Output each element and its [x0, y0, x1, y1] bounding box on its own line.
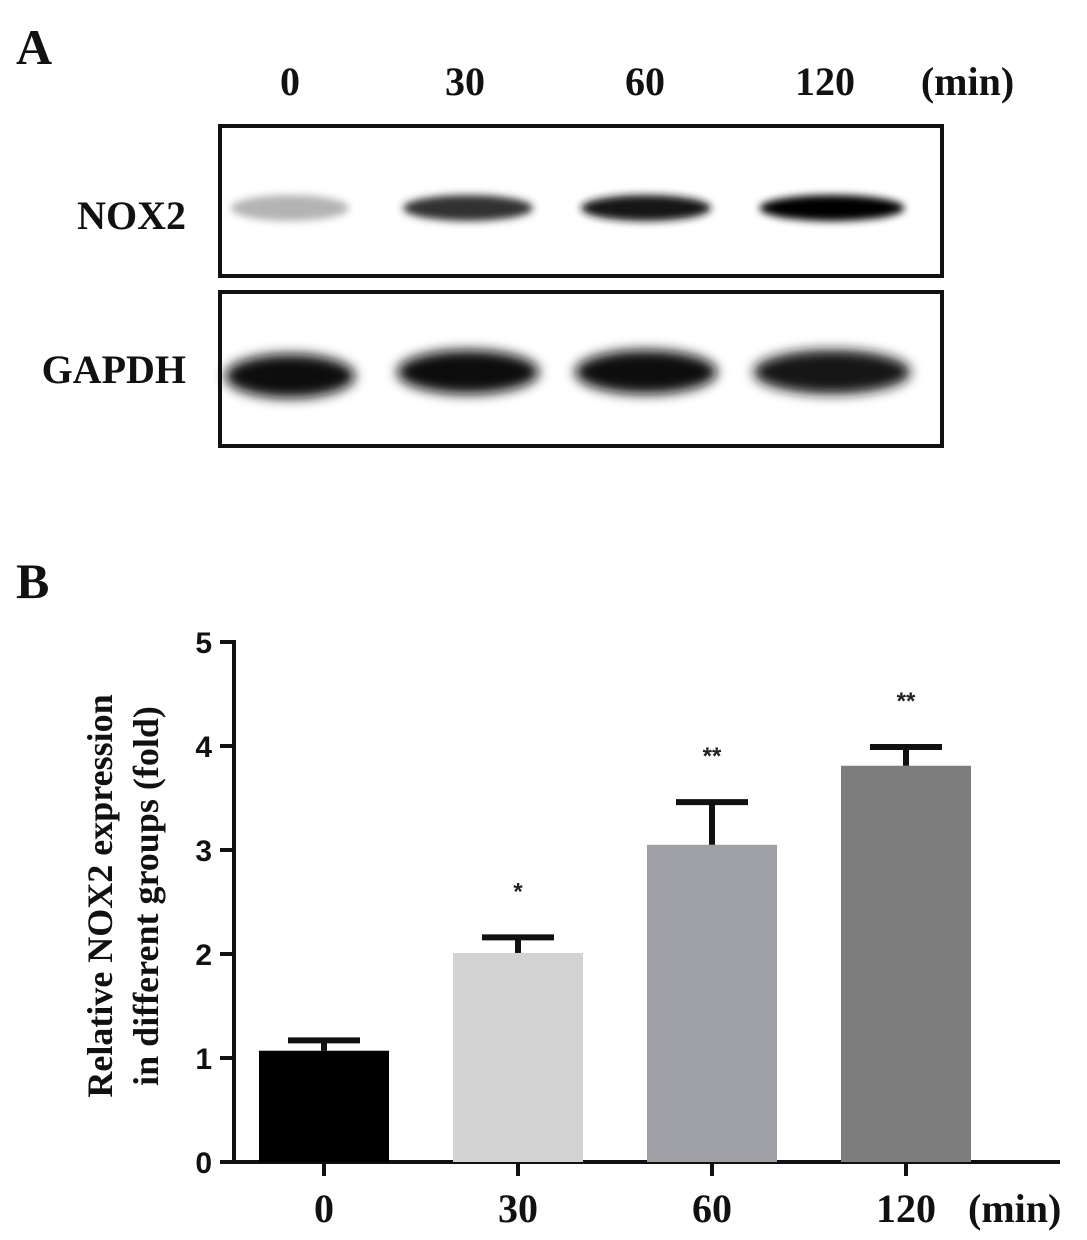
- x-tick-label: 0: [314, 1186, 334, 1231]
- y-tick-label: 2: [195, 939, 212, 972]
- bar: [841, 765, 971, 1162]
- y-tick-label: 4: [195, 731, 212, 764]
- gapdh-band-lane-2: [397, 350, 539, 394]
- lane-label-60: 60: [625, 59, 665, 104]
- significance-label: *: [513, 878, 523, 905]
- gapdh-band-lane-4: [753, 350, 911, 394]
- y-axis-label-line1: Relative NOX2 expression: [80, 694, 120, 1097]
- panel-b-letter: B: [16, 553, 50, 609]
- x-tick-label: 120: [876, 1186, 936, 1231]
- gapdh-band-lane-3: [575, 350, 717, 394]
- bar: [453, 952, 583, 1162]
- y-tick-label: 1: [195, 1043, 212, 1076]
- x-tick-label: 30: [498, 1186, 538, 1231]
- lane-unit-label: (min): [920, 59, 1015, 104]
- nox2-band-lane-3: [581, 195, 711, 221]
- y-axis-label-line2: in different groups (fold): [126, 706, 166, 1086]
- lane-label-120: 120: [795, 59, 855, 104]
- lane-label-0: 0: [280, 59, 300, 104]
- bar: [647, 844, 777, 1162]
- western-blot: [218, 124, 944, 448]
- x-axis-unit-label: (min): [968, 1186, 1061, 1231]
- x-tick-label: 60: [692, 1186, 732, 1231]
- y-tick-label: 5: [195, 627, 212, 660]
- significance-label: **: [897, 688, 916, 715]
- blot-row-label-nox2: NOX2: [77, 193, 186, 238]
- nox2-band-lane-2: [403, 195, 533, 221]
- blot-row-label-gapdh: GAPDH: [41, 347, 186, 392]
- gapdh-bands: [225, 350, 911, 398]
- nox2-band-lane-1: [231, 195, 349, 221]
- lane-label-30: 30: [445, 59, 485, 104]
- nox2-band-lane-4: [759, 195, 905, 221]
- gapdh-band-lane-1: [225, 354, 355, 398]
- significance-label: **: [703, 743, 722, 770]
- bar: [259, 1050, 389, 1162]
- panel-a-letter: A: [16, 19, 53, 75]
- y-tick-label: 0: [195, 1147, 212, 1180]
- y-tick-label: 3: [195, 835, 212, 868]
- nox2-bands: [231, 195, 905, 221]
